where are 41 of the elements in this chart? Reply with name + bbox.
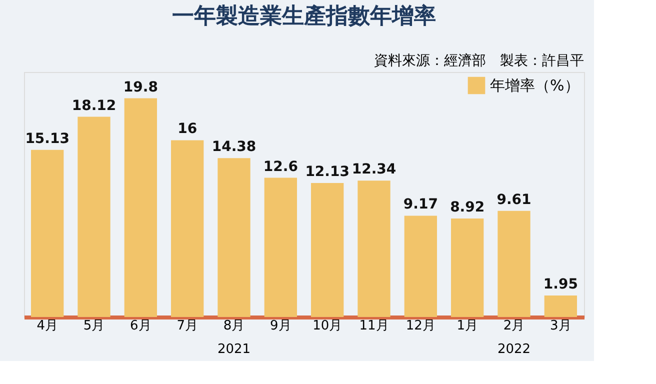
- bar: [404, 216, 437, 317]
- data-label: 8.92: [450, 199, 485, 216]
- bar: [451, 218, 484, 317]
- bar: [358, 180, 390, 317]
- bar: [498, 210, 530, 317]
- bar: [124, 98, 157, 317]
- text: 2021: [217, 342, 251, 357]
- x-tick-label: 6月: [130, 318, 152, 334]
- x-tick-label: 7月: [176, 318, 198, 334]
- data-label: 12.6: [263, 158, 298, 175]
- x-tick-label: 2月: [503, 318, 525, 334]
- bar: [171, 140, 204, 317]
- x-tick-label: 5月: [83, 318, 105, 334]
- data-label: 19.8: [123, 79, 158, 96]
- data-label: 9.61: [496, 192, 532, 208]
- data-label: 14.38: [212, 139, 256, 156]
- data-label: 12.13: [305, 164, 350, 180]
- x-tick-label: 11月: [359, 318, 389, 334]
- bar: [78, 116, 110, 317]
- data-label: 12.34: [352, 162, 396, 178]
- x-tick-label: 12月: [406, 318, 436, 334]
- x-tick-label: 4月: [36, 318, 58, 334]
- x-tick-label: 9月: [270, 318, 292, 334]
- data-label: 1.95: [543, 276, 578, 292]
- bar: [311, 182, 344, 317]
- data-label: 15.13: [25, 130, 70, 147]
- x-tick-label: 1月: [456, 318, 478, 334]
- chart-title: 一年製造業生產指數年增率: [172, 3, 436, 29]
- bar: [264, 178, 297, 317]
- data-label: 16: [178, 121, 198, 138]
- x-tick-label: 10月: [312, 318, 342, 334]
- data-label: 18.12: [72, 98, 116, 114]
- x-tick-label: 3月: [550, 318, 572, 334]
- data-label: 9.17: [403, 196, 438, 213]
- source-note: 資料來源：經濟部 製表：許昌平: [374, 53, 584, 69]
- bar: [218, 158, 250, 317]
- bar: [31, 150, 64, 317]
- legend-label: 年增率（%）: [490, 76, 580, 94]
- text: 2022: [497, 342, 531, 357]
- x-tick-label: 8月: [223, 318, 245, 334]
- bar: [544, 295, 577, 317]
